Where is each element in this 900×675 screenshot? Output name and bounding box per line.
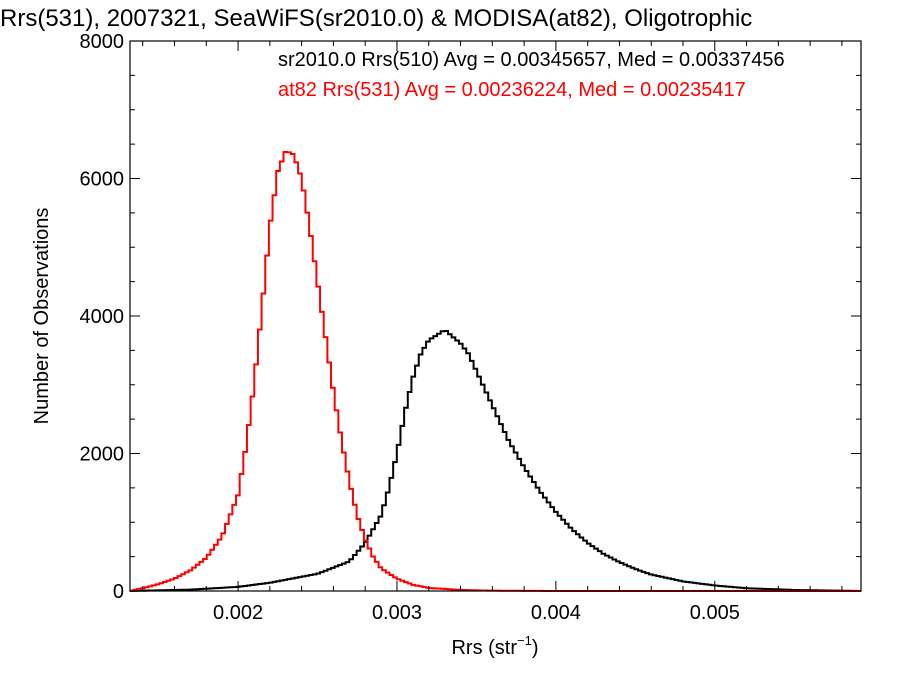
y-tick-label: 8000 [80, 31, 125, 53]
x-axis-label-close: ) [532, 637, 539, 659]
legend-entry-at82: at82 Rrs(531) Avg = 0.00236224, Med = 0.… [278, 79, 746, 101]
y-axis-ticks: 0 2000 4000 6000 8000 [80, 31, 861, 603]
y-tick-label: 6000 [80, 169, 125, 191]
x-tick-label: 0.004 [531, 602, 581, 624]
x-axis-label-superscript: −1 [517, 633, 532, 648]
series-line-sr2010 [130, 330, 861, 592]
y-tick-label: 2000 [80, 444, 125, 466]
y-axis-label: Number of Observations [31, 208, 53, 425]
legend-entry-sr2010: sr2010.0 Rrs(510) Avg = 0.00345657, Med … [278, 49, 785, 71]
y-tick-label: 4000 [80, 306, 125, 328]
x-axis-ticks: 0.002 0.003 0.004 0.005 [142, 41, 843, 624]
x-tick-label: 0.005 [690, 602, 740, 624]
chart-title: Rrs(531), 2007321, SeaWiFS(sr2010.0) & M… [0, 5, 752, 32]
x-axis-label-main: Rrs (str [451, 637, 517, 659]
x-axis-label: Rrs (str−1) [451, 633, 538, 659]
x-tick-label: 0.002 [213, 602, 263, 624]
y-tick-label: 0 [113, 581, 124, 603]
x-tick-label: 0.003 [372, 602, 422, 624]
